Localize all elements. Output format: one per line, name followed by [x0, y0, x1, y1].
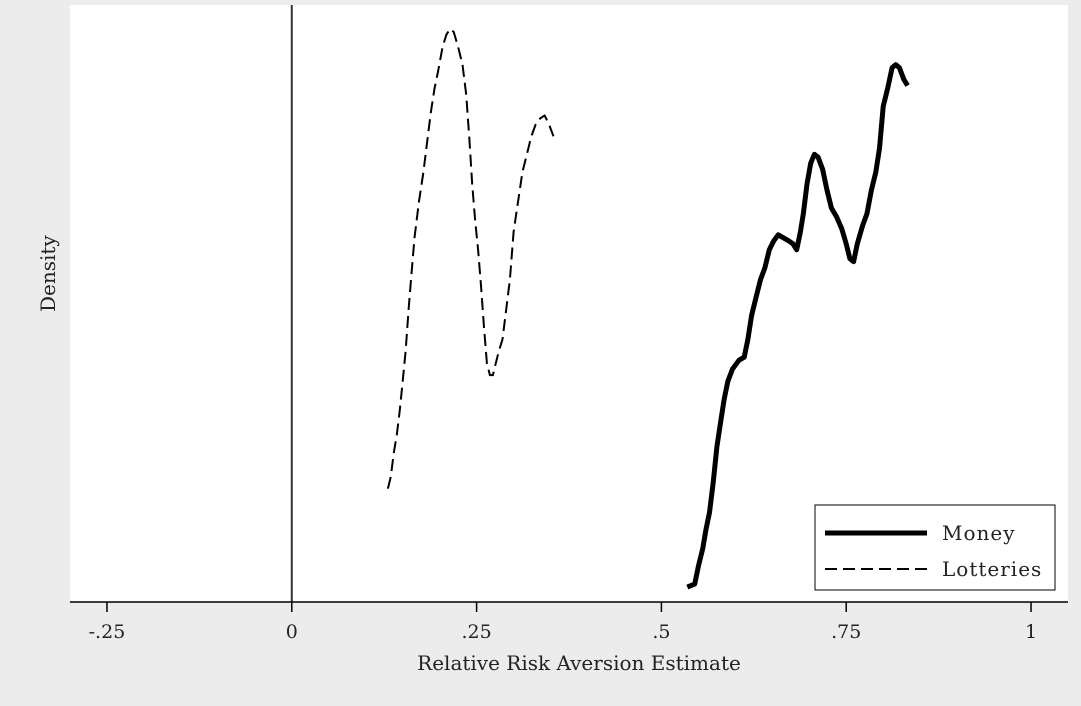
x-tick-label: .5 — [652, 621, 670, 643]
y-axis-title: Density — [36, 235, 60, 312]
plot-area — [70, 5, 1068, 602]
series-line-money — [686, 62, 910, 590]
x-axis-title: Relative Risk Aversion Estimate — [417, 651, 741, 675]
series-line-lotteries — [386, 27, 555, 489]
legend-box — [814, 504, 1056, 591]
legend: Money Lotteries — [814, 504, 1056, 591]
x-tick-label: 0 — [286, 621, 298, 643]
legend-label-money: Money — [942, 521, 1016, 545]
x-axis: -.25 0 .25 .5 .75 1 — [89, 602, 1037, 643]
x-tick-label: -.25 — [89, 621, 126, 643]
legend-label-lotteries: Lotteries — [942, 557, 1042, 581]
x-tick-label: 1 — [1025, 621, 1037, 643]
x-tick-label: .25 — [461, 621, 491, 643]
x-tick-label: .75 — [831, 621, 861, 643]
